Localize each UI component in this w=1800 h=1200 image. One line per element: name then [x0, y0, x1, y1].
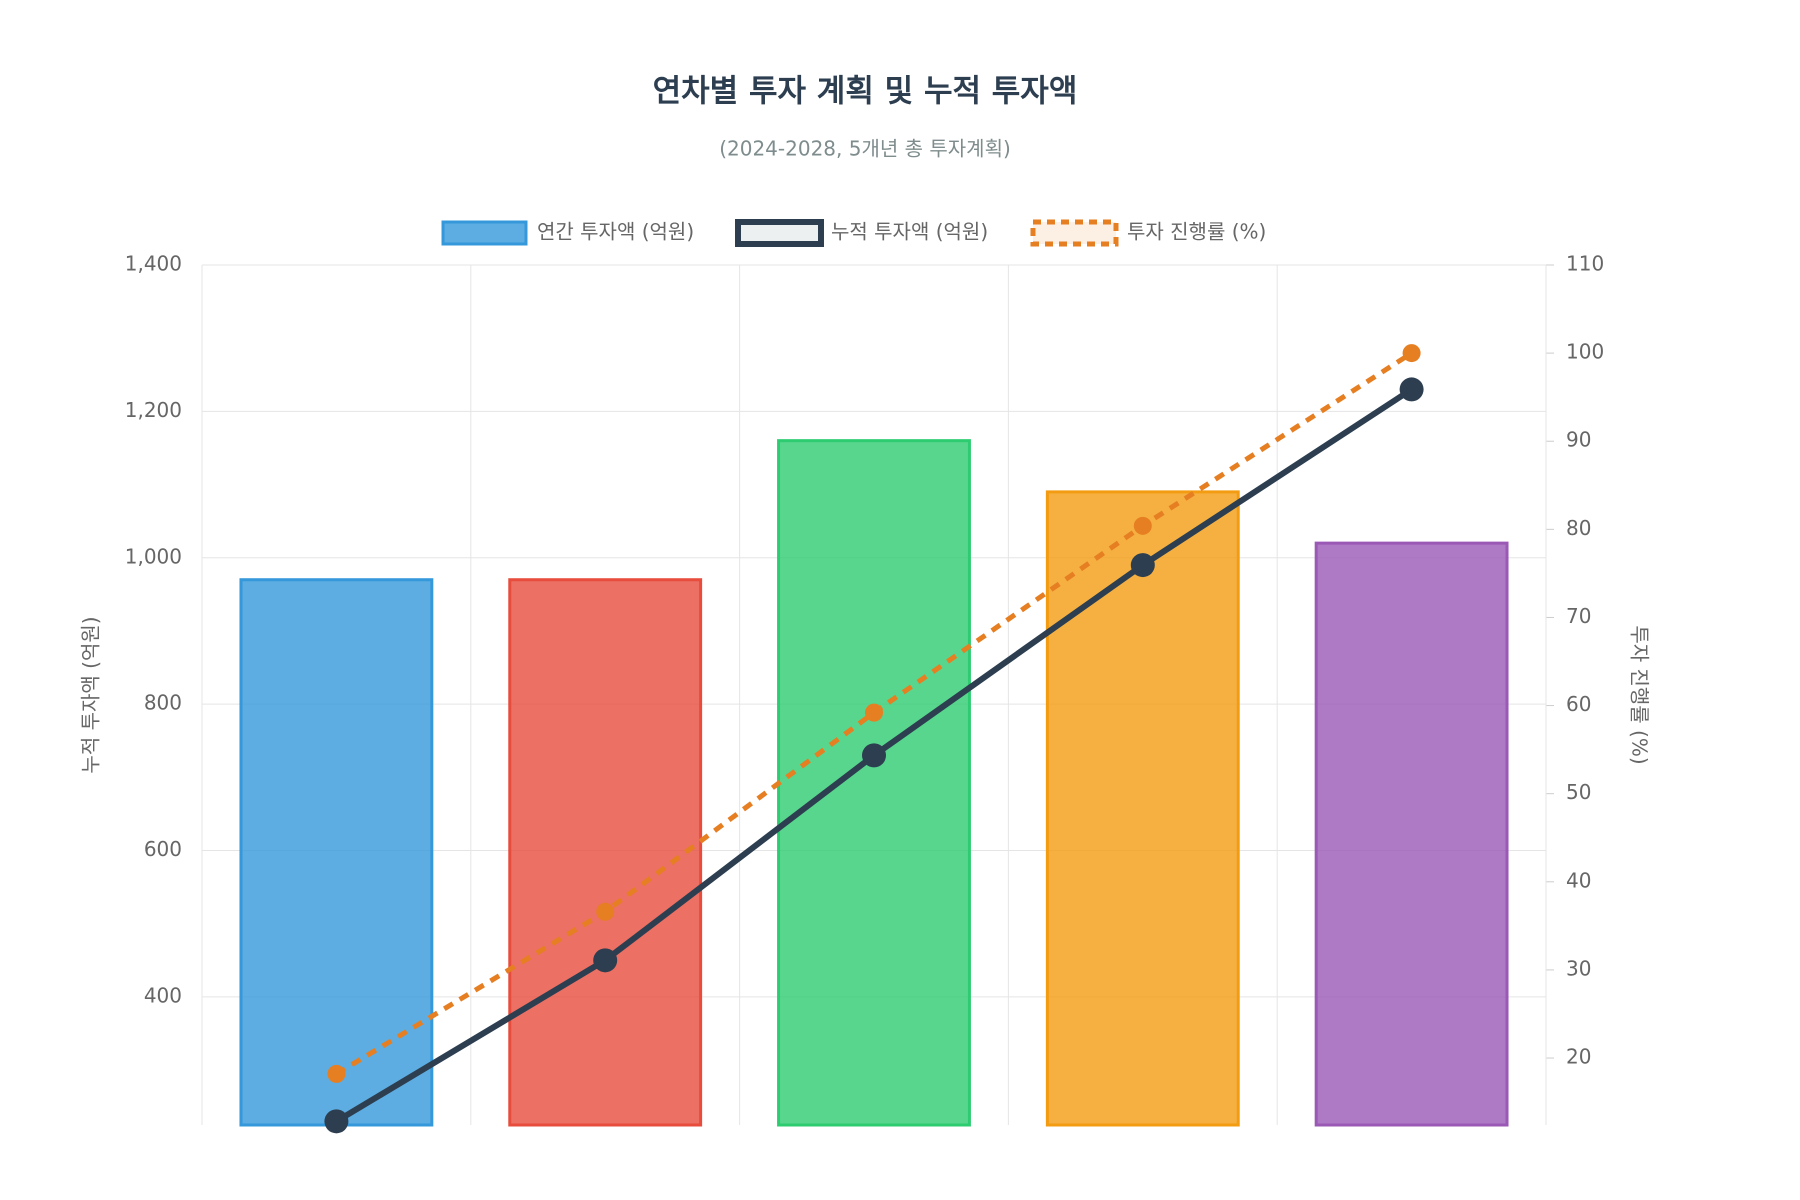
- y2-tick-label: 50: [1566, 780, 1591, 804]
- legend-label: 연간 투자액 (억원): [537, 220, 694, 244]
- y2-axis-title: 투자 진행률 (%): [1628, 625, 1652, 764]
- line-point: [327, 1064, 346, 1083]
- y2-tick-label: 90: [1566, 428, 1591, 452]
- y-tick-label: 1,000: [125, 544, 182, 568]
- line-point: [593, 948, 618, 973]
- y-tick-label: 1,400: [125, 252, 182, 276]
- line-point: [1133, 516, 1152, 535]
- legend-swatch: [735, 219, 824, 247]
- y2-tick-label: 70: [1566, 604, 1591, 628]
- line-point: [1399, 377, 1424, 402]
- bar: [239, 578, 434, 1127]
- bar: [777, 439, 971, 1127]
- legend-label: 투자 진행률 (%): [1127, 220, 1266, 244]
- line-point: [596, 902, 615, 921]
- y2-tick-label: 40: [1566, 868, 1591, 892]
- line-point: [1402, 344, 1421, 363]
- bar: [508, 578, 703, 1127]
- bar: [1045, 490, 1240, 1127]
- y-tick-label: 800: [144, 691, 182, 715]
- y2-tick-label: 80: [1566, 516, 1591, 540]
- bar: [1314, 541, 1509, 1127]
- legend-swatch: [1030, 219, 1119, 247]
- chart-subtitle: (2024-2028, 5개년 총 투자계획): [719, 137, 1011, 161]
- y-axis-title: 누적 투자액 (억원): [79, 616, 103, 773]
- line-point: [1130, 553, 1155, 578]
- legend-label: 누적 투자액 (억원): [831, 220, 988, 244]
- y-tick-label: 1,200: [125, 398, 182, 422]
- line-point: [862, 743, 886, 768]
- line-point: [324, 1109, 349, 1134]
- y-tick-label: 600: [144, 837, 182, 861]
- line-point: [865, 703, 883, 722]
- y-tick-label: 400: [144, 983, 182, 1007]
- y2-tick-label: 100: [1566, 340, 1604, 364]
- y2-tick-label: 30: [1566, 956, 1591, 980]
- y2-tick-label: 20: [1566, 1045, 1591, 1069]
- chart-title: 연차별 투자 계획 및 누적 투자액: [653, 74, 1078, 110]
- legend-swatch: [441, 220, 528, 246]
- y2-tick-label: 60: [1566, 692, 1591, 716]
- y2-tick-label: 110: [1566, 252, 1604, 276]
